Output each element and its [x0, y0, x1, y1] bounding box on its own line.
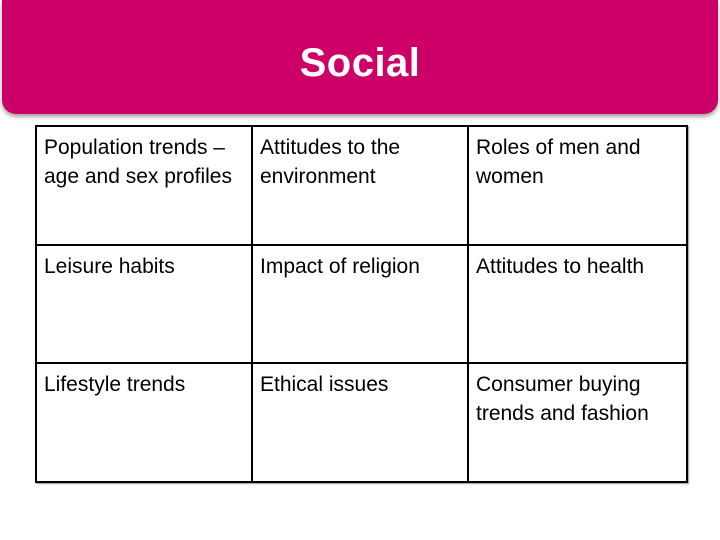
table-cell: Ethical issues — [251, 362, 469, 483]
slide-title: Social — [299, 41, 421, 85]
title-banner: Social — [2, 0, 718, 114]
table-row: Lifestyle trends Ethical issues Consumer… — [35, 362, 688, 483]
topics-table: Population trends – age and sex profiles… — [35, 125, 688, 483]
table-row: Population trends – age and sex profiles… — [35, 125, 688, 246]
table-cell: Leisure habits — [35, 243, 253, 365]
table-cell: Roles of men and women — [467, 125, 688, 246]
table-cell: Attitudes to health — [467, 243, 688, 365]
table-cell: Attitudes to the environment — [251, 125, 469, 246]
table-cell: Impact of religion — [251, 243, 469, 365]
table-row: Leisure habits Impact of religion Attitu… — [35, 243, 688, 365]
table-cell: Consumer buying trends and fashion — [467, 362, 688, 483]
table-cell: Lifestyle trends — [35, 362, 253, 483]
table-cell: Population trends – age and sex profiles — [35, 125, 253, 246]
